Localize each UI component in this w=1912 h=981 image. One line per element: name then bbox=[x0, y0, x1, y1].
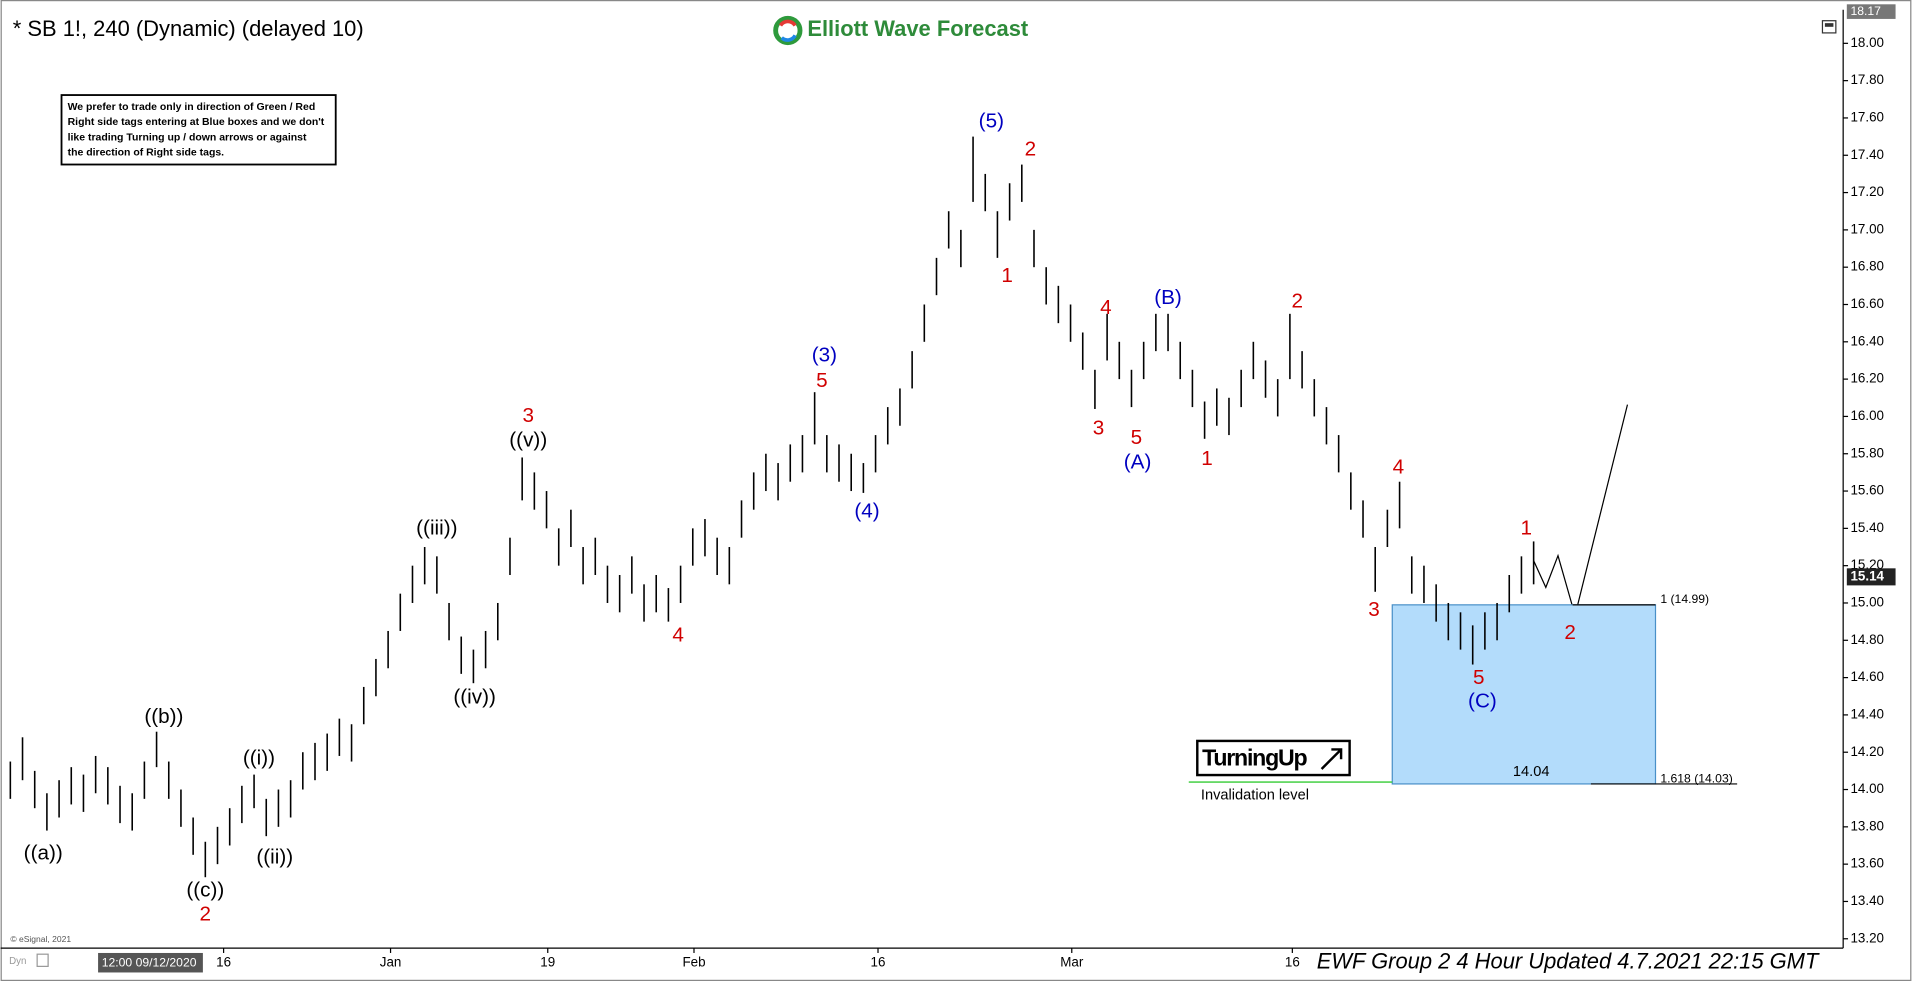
wave-label: 2 bbox=[200, 903, 212, 926]
y-tick-label: 16.60 bbox=[1850, 296, 1884, 311]
x-tick-label: 19 bbox=[540, 954, 555, 969]
y-tick-label: 17.80 bbox=[1850, 72, 1884, 87]
x-tick-label: Mar bbox=[1060, 954, 1084, 969]
disclaimer: We prefer to trade only in direction of … bbox=[68, 102, 325, 159]
cursor-time-box bbox=[98, 952, 203, 973]
wave-label: 2 bbox=[1291, 290, 1303, 313]
top-price-tag bbox=[1846, 4, 1896, 19]
wave-label: 3 bbox=[523, 404, 535, 427]
y-tick-label: 17.60 bbox=[1850, 109, 1884, 124]
y-tick-label: 15.00 bbox=[1850, 595, 1884, 610]
wave-label: 2 bbox=[1564, 621, 1576, 644]
wave-label: ((a)) bbox=[24, 842, 63, 865]
x-tick-label: 16 bbox=[1285, 954, 1300, 969]
y-tick-label: 14.20 bbox=[1850, 744, 1884, 759]
source: © eSignal, 2021 bbox=[10, 934, 71, 944]
wave-label: (B) bbox=[1154, 286, 1182, 309]
disclaimer-box bbox=[60, 94, 337, 166]
wave-label: (C) bbox=[1468, 689, 1497, 712]
y-tick-label: 13.60 bbox=[1850, 856, 1884, 871]
disclaimer-line: Right side tags entering at Blue boxes a… bbox=[68, 117, 325, 128]
cursor-time: 12:00 09/12/2020 bbox=[102, 956, 197, 970]
wave-label: 5 bbox=[1473, 666, 1485, 689]
wave-label: ((v)) bbox=[509, 429, 547, 452]
wave-label: 3 bbox=[1093, 416, 1105, 439]
brand-logo: Elliott Wave Forecast bbox=[773, 15, 1029, 46]
y-tick-label: 16.40 bbox=[1850, 333, 1884, 348]
footer: EWF Group 2 4 Hour Updated 4.7.2021 22:1… bbox=[1317, 949, 1820, 974]
wave-label: ((i)) bbox=[243, 747, 275, 770]
wave-label: 4 bbox=[672, 624, 684, 647]
x-tick-label: 16 bbox=[216, 954, 231, 969]
wave-label: (4) bbox=[854, 499, 879, 522]
turning-arrow bbox=[1320, 748, 1343, 770]
wave-label: 4 bbox=[1100, 296, 1112, 319]
wave-label: 1 bbox=[1001, 264, 1013, 287]
wave-label: 5 bbox=[1131, 426, 1143, 449]
wave-label: ((iv)) bbox=[453, 686, 496, 709]
target-box bbox=[1391, 604, 1657, 785]
y-tick-label: 13.80 bbox=[1850, 818, 1884, 833]
y-tick-label: 17.00 bbox=[1850, 221, 1884, 236]
x-tick-label: 16 bbox=[871, 954, 886, 969]
last-price-tag bbox=[1846, 568, 1896, 586]
wave-label: 5 bbox=[816, 369, 828, 392]
chart-title: * SB 1!, 240 (Dynamic) (delayed 10) bbox=[13, 16, 364, 41]
y-tick-label: 15.40 bbox=[1850, 520, 1884, 535]
invalidation-label: Invalidation level bbox=[1201, 787, 1309, 803]
x-tick-label: Jan bbox=[380, 954, 402, 969]
level-label: 1 (14.99) bbox=[1660, 592, 1709, 606]
top-price-label: 18.17 bbox=[1850, 4, 1881, 18]
x-tick-label: Feb bbox=[682, 954, 705, 969]
y-tick-label: 14.60 bbox=[1850, 669, 1884, 684]
y-tick-label: 17.40 bbox=[1850, 147, 1884, 162]
y-tick-label: 15.80 bbox=[1850, 445, 1884, 460]
window-icon bbox=[1821, 20, 1837, 34]
brand-name: Elliott Wave Forecast bbox=[807, 16, 1029, 41]
wave-label: 1 bbox=[1521, 516, 1533, 539]
wave-label: 1 bbox=[1201, 447, 1213, 470]
logo-arc bbox=[778, 19, 797, 27]
projection-path bbox=[1533, 404, 1629, 618]
wave-label: (A) bbox=[1124, 451, 1152, 474]
y-tick-label: 16.00 bbox=[1850, 408, 1884, 423]
wave-label: ((b)) bbox=[144, 705, 183, 728]
wave-label: ((c)) bbox=[186, 878, 224, 901]
window-icon-bar bbox=[1824, 23, 1834, 27]
turning-label: TurningUp bbox=[1202, 744, 1307, 770]
y-tick-label: 18.00 bbox=[1850, 35, 1884, 50]
y-tick-label: 13.40 bbox=[1850, 893, 1884, 908]
wave-label: (5) bbox=[979, 109, 1004, 132]
y-tick-label: 17.20 bbox=[1850, 184, 1884, 199]
wave-label: 4 bbox=[1393, 455, 1405, 478]
y-tick-label: 16.80 bbox=[1850, 259, 1884, 274]
y-tick-label: 13.20 bbox=[1850, 930, 1884, 945]
wave-label: 2 bbox=[1025, 137, 1037, 160]
last-price-label: 15.14 bbox=[1850, 568, 1884, 583]
turning-box bbox=[1196, 739, 1351, 777]
y-tick-label: 14.80 bbox=[1850, 632, 1884, 647]
disclaimer-line: like trading Turning up / down arrows or… bbox=[68, 132, 307, 143]
y-tick-label: 15.60 bbox=[1850, 483, 1884, 498]
wave-label: 3 bbox=[1368, 598, 1380, 621]
logo-ring bbox=[773, 15, 803, 46]
y-tick-label: 16.20 bbox=[1850, 371, 1884, 386]
mode-tag: Dyn bbox=[9, 956, 26, 967]
y-tick-label: 14.40 bbox=[1850, 706, 1884, 721]
wave-label: ((iii)) bbox=[416, 516, 457, 539]
invalidation-value: 14.04 bbox=[1513, 764, 1550, 780]
disclaimer-line: the direction of Right side tags. bbox=[68, 148, 225, 159]
y-tick-label: 14.00 bbox=[1850, 781, 1884, 796]
logo-arc bbox=[780, 34, 797, 42]
level-label: 1.618 (14.03) bbox=[1660, 771, 1732, 785]
mode-icon bbox=[36, 953, 49, 967]
disclaimer-line: We prefer to trade only in direction of … bbox=[68, 102, 316, 113]
wave-label: (3) bbox=[812, 343, 837, 366]
wave-label: ((ii)) bbox=[256, 845, 293, 868]
